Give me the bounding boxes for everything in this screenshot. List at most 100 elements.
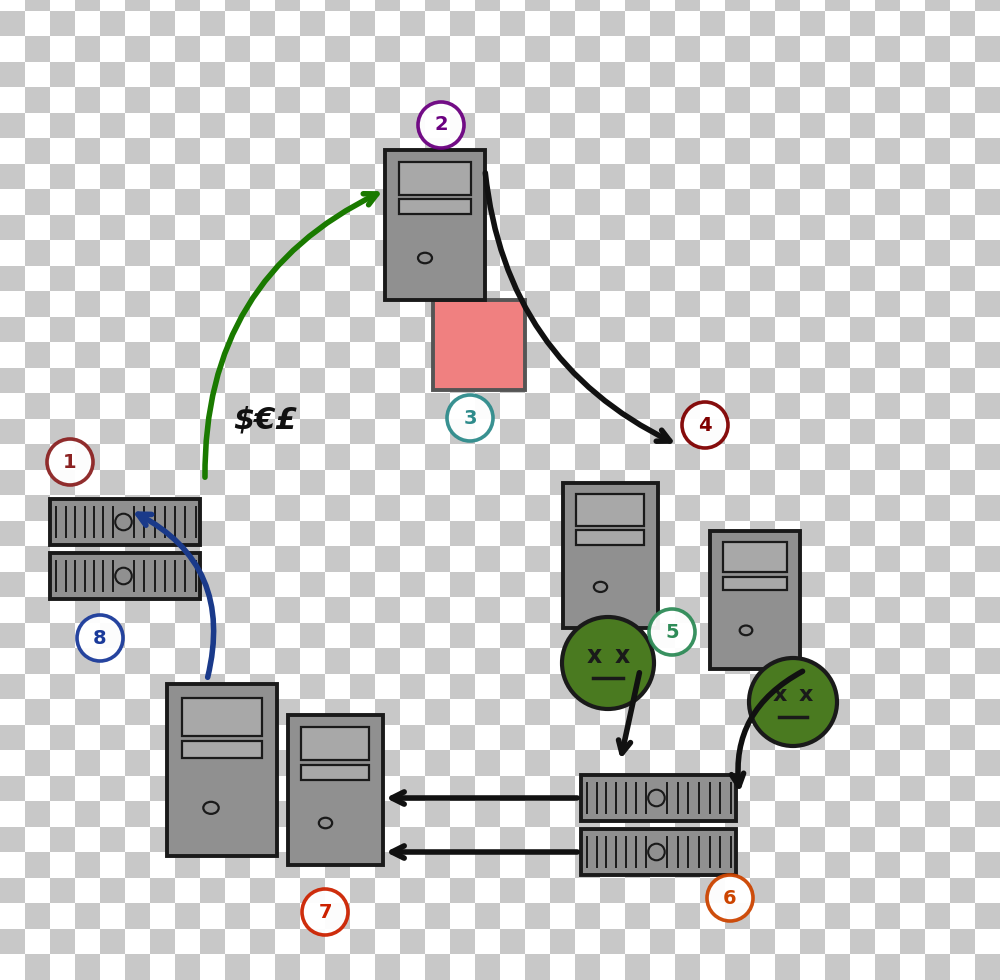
Bar xyxy=(500,87,525,113)
Bar xyxy=(250,674,275,700)
Bar xyxy=(200,878,225,904)
Bar xyxy=(425,469,450,495)
Bar xyxy=(150,572,175,598)
Bar xyxy=(550,317,575,342)
Bar xyxy=(975,393,1000,418)
Bar xyxy=(50,138,75,164)
Bar xyxy=(75,0,100,11)
Bar xyxy=(375,215,400,240)
Bar xyxy=(700,215,725,240)
Bar xyxy=(350,598,375,623)
Bar xyxy=(650,827,675,853)
Bar xyxy=(900,62,925,87)
Bar xyxy=(875,266,900,291)
Bar xyxy=(700,393,725,418)
Bar xyxy=(875,164,900,189)
Bar xyxy=(350,113,375,138)
Bar xyxy=(775,444,800,469)
Bar xyxy=(625,393,650,418)
Bar xyxy=(375,853,400,878)
Bar xyxy=(150,368,175,393)
Bar xyxy=(0,113,25,138)
Bar xyxy=(650,393,675,418)
Bar xyxy=(200,266,225,291)
Circle shape xyxy=(562,617,654,709)
Bar xyxy=(125,623,150,649)
Bar xyxy=(200,215,225,240)
Bar xyxy=(975,853,1000,878)
Bar xyxy=(500,444,525,469)
Bar xyxy=(825,904,850,929)
Bar xyxy=(0,0,25,11)
Bar xyxy=(775,878,800,904)
Bar xyxy=(825,418,850,444)
Bar xyxy=(50,469,75,495)
Bar xyxy=(150,240,175,266)
Bar xyxy=(900,725,925,751)
Bar xyxy=(175,751,200,776)
Bar xyxy=(675,776,700,802)
Bar xyxy=(625,598,650,623)
Bar xyxy=(550,572,575,598)
Bar xyxy=(750,546,775,572)
Bar xyxy=(100,317,125,342)
Bar xyxy=(700,878,725,904)
Bar xyxy=(575,623,600,649)
Bar xyxy=(600,11,625,36)
Bar xyxy=(200,725,225,751)
Bar xyxy=(900,418,925,444)
Bar xyxy=(300,189,325,215)
Bar xyxy=(275,342,300,368)
Bar xyxy=(675,87,700,113)
Bar xyxy=(875,444,900,469)
Bar xyxy=(725,649,750,674)
Bar xyxy=(800,802,825,827)
Bar xyxy=(650,495,675,520)
Bar xyxy=(575,674,600,700)
Bar xyxy=(800,520,825,546)
Bar xyxy=(650,113,675,138)
Bar xyxy=(425,751,450,776)
Bar xyxy=(950,878,975,904)
Bar xyxy=(325,87,350,113)
Bar xyxy=(625,36,650,62)
Bar xyxy=(850,955,875,980)
Bar xyxy=(825,0,850,11)
Bar xyxy=(125,291,150,317)
Bar xyxy=(300,674,325,700)
Bar xyxy=(550,725,575,751)
Bar xyxy=(425,700,450,725)
Bar xyxy=(775,700,800,725)
Bar xyxy=(600,418,625,444)
Bar xyxy=(800,725,825,751)
Bar xyxy=(500,878,525,904)
Bar xyxy=(725,853,750,878)
Bar xyxy=(975,342,1000,368)
Bar xyxy=(175,878,200,904)
Bar xyxy=(425,113,450,138)
Bar xyxy=(775,240,800,266)
Bar xyxy=(875,368,900,393)
Bar xyxy=(750,393,775,418)
Bar xyxy=(650,802,675,827)
Bar xyxy=(900,853,925,878)
Bar xyxy=(900,113,925,138)
Bar xyxy=(350,11,375,36)
Bar xyxy=(75,317,100,342)
Bar xyxy=(800,546,825,572)
Bar xyxy=(925,674,950,700)
Bar xyxy=(0,342,25,368)
Bar xyxy=(475,240,500,266)
Bar xyxy=(500,393,525,418)
Bar xyxy=(425,11,450,36)
Bar xyxy=(800,495,825,520)
Bar xyxy=(50,520,75,546)
Bar xyxy=(300,215,325,240)
Bar xyxy=(900,291,925,317)
Bar xyxy=(575,776,600,802)
Bar xyxy=(700,827,725,853)
Bar xyxy=(950,725,975,751)
Bar xyxy=(50,904,75,929)
Bar xyxy=(575,138,600,164)
Bar xyxy=(400,955,425,980)
